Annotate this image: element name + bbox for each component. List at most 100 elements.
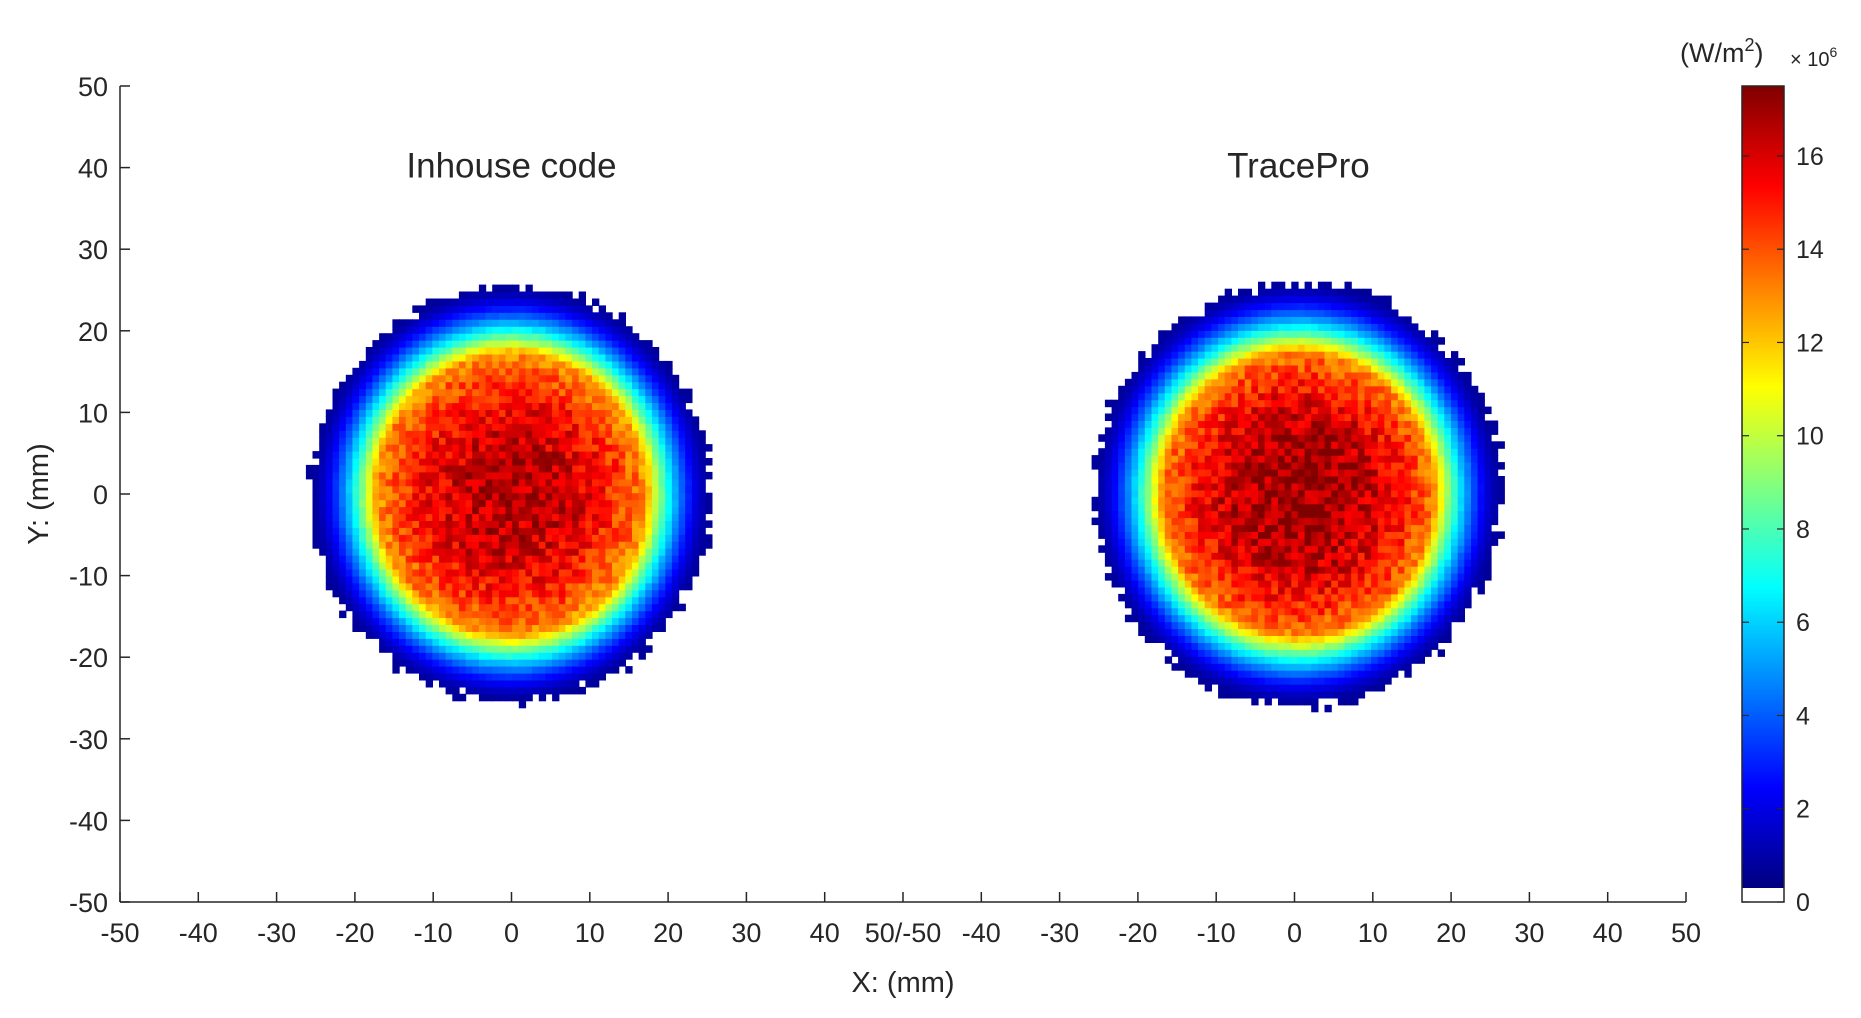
heatmap-cell xyxy=(1344,371,1352,380)
heatmap-cell xyxy=(651,555,660,563)
heatmap-cell xyxy=(1231,399,1239,408)
heatmap-cell xyxy=(1144,385,1153,394)
heatmap-cell xyxy=(359,527,367,535)
heatmap-cell xyxy=(419,374,427,383)
heatmap-cell xyxy=(558,506,567,515)
heatmap-cell xyxy=(512,395,520,404)
heatmap-cell xyxy=(365,458,374,466)
heatmap-cell xyxy=(1218,448,1226,456)
heatmap-cell xyxy=(645,354,653,362)
heatmap-cell xyxy=(1111,489,1119,498)
heatmap-cell xyxy=(465,464,473,473)
heatmap-cell xyxy=(1324,406,1332,415)
heatmap-cell xyxy=(1098,531,1106,539)
heatmap-cell xyxy=(472,354,480,362)
heatmap-cell xyxy=(1357,482,1366,491)
heatmap-cell xyxy=(1211,524,1219,532)
heatmap-cell xyxy=(359,395,367,404)
heatmap-cell xyxy=(1284,586,1292,595)
heatmap-cell xyxy=(1264,614,1272,623)
heatmap-cell xyxy=(558,610,567,619)
heatmap-cell xyxy=(1164,406,1173,415)
heatmap-cell xyxy=(638,506,646,515)
heatmap-cell xyxy=(472,395,480,404)
heatmap-cell xyxy=(325,409,334,417)
heatmap-cell xyxy=(618,582,626,591)
heatmap-cell xyxy=(1178,566,1186,574)
heatmap-cell xyxy=(385,527,393,535)
heatmap-cell xyxy=(1291,399,1299,408)
heatmap-cell xyxy=(1364,434,1372,442)
heatmap-cell xyxy=(605,596,613,605)
heatmap-cell xyxy=(1204,351,1212,359)
heatmap-cell xyxy=(425,645,433,653)
heatmap-cell xyxy=(1144,365,1153,373)
heatmap-cell xyxy=(352,388,360,397)
heatmap-cell xyxy=(332,569,340,577)
heatmap-cell xyxy=(1371,448,1379,456)
heatmap-cell xyxy=(578,388,586,397)
heatmap-cell xyxy=(638,430,646,438)
heatmap-cell xyxy=(705,541,713,549)
heatmap-cell xyxy=(392,409,400,417)
heatmap-cell xyxy=(1357,510,1366,519)
heatmap-cell xyxy=(1198,344,1206,352)
heatmap-cell xyxy=(512,610,520,619)
heatmap-cell xyxy=(552,645,560,653)
heatmap-cell xyxy=(638,631,646,639)
heatmap-cell xyxy=(392,416,400,424)
heatmap-cell xyxy=(498,333,507,341)
heatmap-cell xyxy=(379,527,387,535)
heatmap-cell xyxy=(432,562,440,570)
heatmap-cell xyxy=(1211,600,1219,609)
heatmap-cell xyxy=(412,430,420,438)
heatmap-cell xyxy=(1224,684,1232,692)
heatmap-cell xyxy=(439,513,447,521)
heatmap-cell xyxy=(1304,621,1312,630)
heatmap-cell xyxy=(445,596,453,605)
heatmap-cell xyxy=(651,381,660,390)
heatmap-cell xyxy=(1244,344,1252,352)
heatmap-cell xyxy=(1291,670,1299,678)
heatmap-cell xyxy=(625,333,633,341)
heatmap-cell xyxy=(525,582,533,591)
heatmap-cell xyxy=(598,520,606,528)
heatmap-cell xyxy=(1238,517,1246,526)
heatmap-cell xyxy=(1324,517,1332,526)
heatmap-cell xyxy=(578,430,586,438)
heatmap-cell xyxy=(1364,552,1372,560)
heatmap-cell xyxy=(578,603,586,612)
heatmap-cell xyxy=(432,409,440,417)
heatmap-cell xyxy=(1344,323,1352,331)
heatmap-cell xyxy=(1351,365,1359,373)
heatmap-cell xyxy=(1371,586,1379,595)
heatmap-cell xyxy=(518,444,527,452)
heatmap-cell xyxy=(632,333,640,341)
heatmap-cell xyxy=(1311,378,1319,387)
heatmap-cell xyxy=(1278,420,1286,428)
heatmap-cell xyxy=(1191,434,1199,442)
heatmap-cell xyxy=(445,686,453,695)
heatmap-cell xyxy=(625,492,633,501)
heatmap-cell xyxy=(332,423,340,431)
heatmap-cell xyxy=(618,485,626,494)
heatmap-cell xyxy=(465,582,473,591)
heatmap-cell xyxy=(605,409,613,417)
heatmap-cell xyxy=(538,610,547,619)
heatmap-cell xyxy=(1144,413,1153,421)
heatmap-cell xyxy=(1158,573,1166,581)
heatmap-cell xyxy=(532,340,540,348)
heatmap-cell xyxy=(678,430,686,438)
heatmap-cell xyxy=(379,582,387,591)
heatmap-cell xyxy=(1118,392,1126,401)
heatmap-cell xyxy=(385,562,393,570)
heatmap-cell xyxy=(412,513,420,521)
heatmap-cell xyxy=(598,610,606,619)
heatmap-cell xyxy=(518,478,527,487)
heatmap-cell xyxy=(572,298,580,306)
heatmap-cell xyxy=(1297,566,1306,574)
heatmap-cell xyxy=(1131,496,1139,505)
heatmap-cell xyxy=(1178,399,1186,408)
heatmap-cell xyxy=(565,499,573,508)
heatmap-cell xyxy=(552,506,560,515)
